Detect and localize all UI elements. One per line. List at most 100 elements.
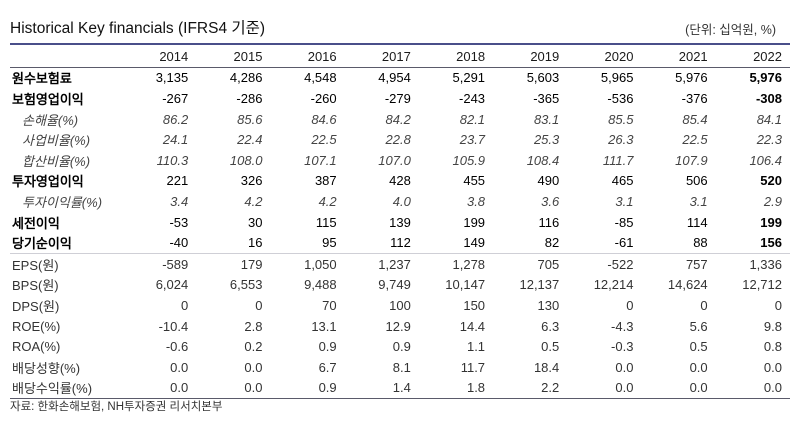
table-cell: 4.0	[392, 193, 411, 209]
table-cell: 1.1	[466, 339, 486, 355]
table-title: Historical Key financials (IFRS4 기준)	[10, 20, 266, 37]
table-cell: 22.5	[682, 132, 708, 148]
table-cell: 490	[537, 173, 560, 189]
table-cell: 30	[247, 214, 263, 230]
table-cell: 88	[693, 235, 708, 251]
table-row: 사업비율(%) 24.1 22.4 22.5 22.8 23.7 25.3 26.3 22.5 2…	[10, 129, 790, 150]
table-cell: 22.4	[237, 132, 263, 148]
table-row: 보험영업이익 -267 -286 -260 -279 -243 -365 -536 -376 -3…	[10, 88, 790, 109]
table-row: 배당수익률(%) 0.0 0.0 0.9 1.4 1.8 2.2 0.0 0.0 0.0	[10, 377, 790, 400]
row-label: 투자이익률(%)	[22, 194, 103, 210]
table-cell: 0.9	[392, 339, 411, 355]
table-row: 원수보험료 3,135 4,286 4,548 4,954 5,291 5,603 5,965…	[10, 67, 790, 88]
table-cell: 1,336	[715, 252, 790, 275]
table-cell: 5.6	[689, 318, 708, 334]
table-cell: 85.5	[608, 111, 634, 127]
year-header: 2016	[270, 46, 345, 68]
year-header: 2019	[493, 46, 568, 68]
table-cell: 5,291	[452, 70, 486, 86]
table-cell: 5,976	[749, 70, 782, 86]
table-row: 투자이익률(%) 3.4 4.2 4.2 4.0 3.8 3.6 3.1 3.1 2.9	[10, 191, 790, 212]
table-cell: 14,624	[667, 277, 708, 293]
table-cell: 0.0	[567, 377, 642, 400]
table-cell: -376	[681, 90, 708, 106]
table-row: ROA(%) -0.6 0.2 0.9 0.9 1.1 0.5 -0.3 0.5 0.8	[10, 336, 790, 357]
table-body: 원수보험료 3,135 4,286 4,548 4,954 5,291 5,603 5,965…	[10, 67, 790, 400]
table-cell: 0.0	[170, 359, 189, 375]
year-header: 2015	[196, 46, 271, 68]
table-cell: 115	[315, 214, 337, 230]
table-cell: 105.9	[452, 152, 486, 168]
table-cell: 10,147	[445, 277, 486, 293]
year-header: 2020	[567, 46, 642, 68]
table-cell: 3.4	[170, 193, 189, 209]
table-cell: 520	[760, 173, 782, 189]
table-cell: 0.0	[196, 377, 271, 400]
table-cell: 6.3	[541, 318, 560, 334]
table-cell: 0.5	[541, 339, 560, 355]
table-cell: -536	[607, 90, 634, 106]
table-cell: 149	[463, 235, 486, 251]
header-corner	[10, 46, 123, 68]
table-cell: 0.5	[689, 339, 708, 355]
table-cell: -61	[614, 235, 634, 251]
table-cell: 139	[389, 214, 411, 230]
table-cell: 84.2	[385, 111, 411, 127]
table-cell: 130	[537, 297, 560, 313]
table-cell: 116	[538, 214, 560, 230]
table-cell: 0.2	[244, 339, 263, 355]
table-cell: -53	[169, 214, 189, 230]
table-row: 투자영업이익 221 326 387 428 455 490 465 506 520	[10, 171, 790, 192]
row-label: EPS(원)	[10, 252, 123, 275]
row-label: 합산비율(%)	[22, 153, 91, 169]
table-cell: 6.7	[318, 359, 337, 375]
unit-note: (단위: 십억원, %)	[685, 23, 776, 37]
table-cell: 107.0	[378, 152, 411, 168]
table-cell: 108.4	[526, 152, 560, 168]
year-header: 2017	[344, 46, 419, 68]
table-cell: 85.4	[682, 111, 708, 127]
row-label: BPS(원)	[12, 278, 59, 294]
table-cell: 5,965	[600, 70, 634, 86]
table-cell: 1.8	[418, 377, 494, 400]
table-cell: -286	[236, 90, 263, 106]
table-cell: 179	[196, 252, 271, 275]
title-bar: Historical Key financials (IFRS4 기준) (단위…	[10, 10, 790, 40]
table-cell: 8.1	[392, 359, 411, 375]
table-cell: -0.6	[165, 339, 189, 355]
table-cell: 506	[685, 173, 708, 189]
table-cell: 12,712	[742, 277, 782, 293]
row-label: 세전이익	[12, 215, 60, 231]
table-cell: 1,050	[270, 252, 345, 275]
table-cell: 3.1	[689, 193, 708, 209]
table-cell: 85.6	[237, 111, 263, 127]
table-cell: 12,137	[519, 277, 560, 293]
table-cell: 0	[181, 297, 189, 313]
table-cell: 428	[389, 173, 411, 189]
table-cell: 0.9	[270, 377, 345, 400]
table-cell: 84.1	[756, 111, 782, 127]
table-cell: 326	[240, 173, 263, 189]
table-cell: 0	[626, 297, 634, 313]
table-cell: 82	[544, 235, 560, 251]
table-cell: 83.1	[533, 111, 560, 127]
table-cell: 9,749	[378, 277, 411, 293]
table-cell: 106.4	[749, 152, 782, 168]
table-cell: -279	[384, 90, 411, 106]
header-row: 2014 2015 2016 2017 2018 2019 2020 2021 2022	[10, 46, 790, 68]
table-cell: 3.1	[615, 193, 634, 209]
source-note: 자료: 한화손해보험, NH투자증권 리서치본부	[10, 401, 223, 413]
table-cell: 107.1	[304, 152, 337, 168]
table-cell: 22.8	[385, 132, 411, 148]
row-label: 사업비율(%)	[22, 133, 91, 149]
table-cell: 0.0	[763, 359, 782, 375]
table-cell: 4,954	[378, 70, 411, 86]
table-cell: 12.9	[385, 318, 411, 334]
table-cell: 2.2	[493, 377, 568, 400]
table-cell: 86.2	[162, 111, 189, 127]
table-cell: 757	[641, 252, 716, 275]
table-cell: -4.3	[611, 318, 634, 334]
table-cell: 26.3	[608, 132, 634, 148]
table-cell: 221	[166, 173, 189, 189]
table-cell: 23.7	[459, 132, 486, 148]
